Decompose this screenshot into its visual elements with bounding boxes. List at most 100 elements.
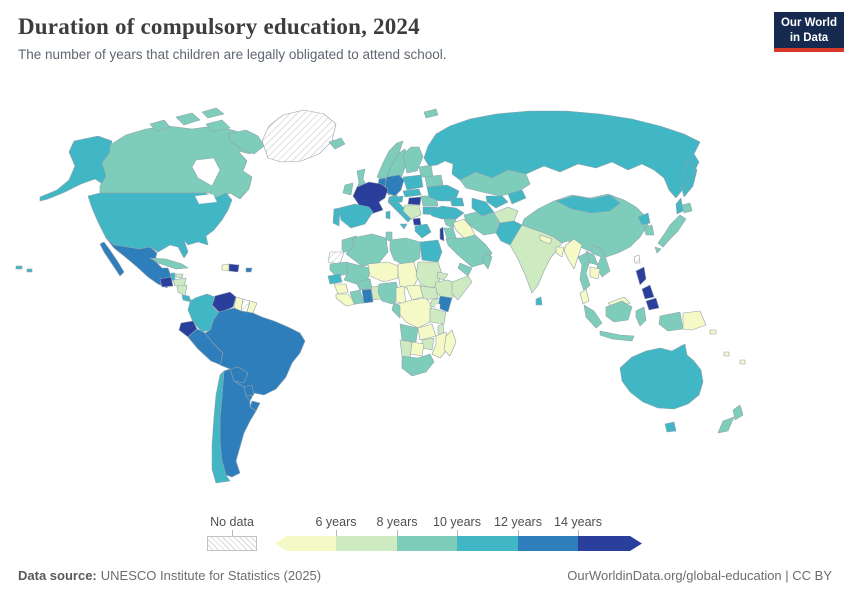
country-vanuatu[interactable] <box>723 351 730 357</box>
country-mauritania[interactable] <box>329 261 351 277</box>
country-algeria[interactable] <box>345 233 389 267</box>
country-israel[interactable] <box>439 226 445 242</box>
country-greenland[interactable] <box>261 109 337 163</box>
country-indonesia[interactable] <box>583 300 684 342</box>
country-solomon-islands[interactable] <box>709 329 717 335</box>
country-dominican-republic[interactable] <box>228 263 240 273</box>
country-germany[interactable] <box>384 174 405 197</box>
country-turkmenistan[interactable] <box>471 197 495 217</box>
country-cambodia[interactable] <box>589 266 601 280</box>
country-jamaica[interactable] <box>175 273 184 279</box>
country-namibia[interactable] <box>399 339 413 359</box>
country-libya[interactable] <box>389 237 421 267</box>
country-oman[interactable] <box>481 252 493 270</box>
country-bangladesh[interactable] <box>555 246 565 258</box>
country-brazil[interactable] <box>204 307 306 402</box>
country-north-korea[interactable] <box>637 212 651 226</box>
country-vietnam[interactable] <box>591 244 611 278</box>
country-myanmar[interactable] <box>563 238 583 270</box>
country-uzbekistan[interactable] <box>485 195 509 209</box>
country-niger[interactable] <box>367 261 399 283</box>
country-nepal[interactable] <box>539 234 553 245</box>
country-jordan[interactable] <box>443 227 457 240</box>
country-canada[interactable] <box>99 125 259 201</box>
country-south-korea[interactable] <box>643 224 655 236</box>
country-chile[interactable] <box>211 370 231 484</box>
footer-attribution[interactable]: OurWorldinData.org/global-education | CC… <box>567 568 832 583</box>
country-south-sudan[interactable] <box>419 285 439 301</box>
country-yemen[interactable] <box>457 262 473 277</box>
country-mongolia[interactable] <box>555 194 621 214</box>
country-senegal[interactable] <box>327 273 343 285</box>
country-ireland[interactable] <box>342 182 354 196</box>
country-south-africa[interactable] <box>401 353 435 377</box>
country-kazakhstan[interactable] <box>459 169 531 197</box>
country-madagascar[interactable] <box>443 329 457 357</box>
country-sri-lanka[interactable] <box>535 296 543 306</box>
country-puerto-rico[interactable] <box>245 267 253 273</box>
country-costa-rica[interactable] <box>181 294 192 303</box>
country-haiti[interactable] <box>221 263 230 272</box>
owid-logo[interactable]: Our World in Data <box>774 12 844 52</box>
country-angola[interactable] <box>399 323 419 343</box>
country-finland[interactable] <box>402 146 424 174</box>
country-taiwan[interactable] <box>633 254 641 264</box>
legend-bin-10-12[interactable] <box>457 536 518 551</box>
country-iceland[interactable] <box>328 137 346 150</box>
country-somalia[interactable] <box>451 275 473 301</box>
country-burkina-faso[interactable] <box>355 278 373 291</box>
country-nigeria[interactable] <box>377 281 401 305</box>
country-czech-slovakia[interactable] <box>402 188 422 198</box>
country-afghanistan[interactable] <box>493 206 519 224</box>
country-ghana[interactable] <box>361 288 374 304</box>
country-drc[interactable] <box>397 297 433 329</box>
legend-tickmark-12 <box>518 530 519 536</box>
country-eritrea[interactable] <box>436 271 449 281</box>
country-australia[interactable] <box>619 343 704 433</box>
country-botswana[interactable] <box>409 341 425 357</box>
legend-bin-over14[interactable] <box>578 536 642 551</box>
country-saudi-arabia[interactable] <box>445 234 493 268</box>
country-caucasus[interactable] <box>449 197 465 207</box>
country-canada-arctic-islands[interactable] <box>149 107 265 155</box>
country-sierra-leone-liberia[interactable] <box>335 293 357 307</box>
legend-bin-6-8[interactable] <box>336 536 397 551</box>
country-austria-switzerland[interactable] <box>388 195 404 204</box>
country-portugal[interactable] <box>332 207 341 227</box>
country-china[interactable] <box>521 193 649 258</box>
country-nicaragua[interactable] <box>176 284 188 297</box>
legend-bin-12-14[interactable] <box>518 536 578 551</box>
country-guinea[interactable] <box>333 283 349 295</box>
legend-bin-8-10[interactable] <box>397 536 457 551</box>
country-albania-macedonia[interactable] <box>412 217 422 226</box>
country-greece[interactable] <box>414 223 432 239</box>
country-balkans-west[interactable] <box>402 204 422 220</box>
country-tanzania[interactable] <box>429 307 447 325</box>
country-philippines[interactable] <box>635 266 660 311</box>
country-gabon-congo[interactable] <box>391 301 401 319</box>
legend-bin-under6[interactable] <box>275 536 336 551</box>
country-fiji[interactable] <box>739 359 746 365</box>
country-new-zealand[interactable] <box>717 404 744 434</box>
country-western-sahara[interactable] <box>327 251 345 265</box>
country-cuba[interactable] <box>149 257 189 270</box>
country-cameroon[interactable] <box>395 285 407 305</box>
country-papua-new-guinea[interactable] <box>682 310 707 331</box>
country-poland[interactable] <box>402 174 424 191</box>
country-belarus[interactable] <box>424 174 444 188</box>
country-guatemala[interactable] <box>159 276 174 288</box>
country-mexico[interactable] <box>99 237 172 289</box>
country-kyrgyzstan-tajikistan[interactable] <box>507 189 527 205</box>
country-usa-hawaii[interactable] <box>15 265 33 273</box>
country-thailand[interactable] <box>577 252 591 292</box>
lake-victoria <box>434 303 441 310</box>
great-lakes <box>194 193 218 205</box>
country-turkey[interactable] <box>427 205 465 220</box>
legend-tick-6: 6 years <box>315 515 357 529</box>
country-spain[interactable] <box>338 203 374 229</box>
country-hungary[interactable] <box>407 196 422 206</box>
country-egypt[interactable] <box>419 239 443 263</box>
country-japan[interactable] <box>654 202 693 254</box>
legend-no-data-swatch[interactable] <box>207 536 257 551</box>
